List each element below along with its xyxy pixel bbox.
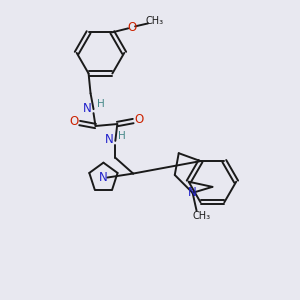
Text: N: N <box>105 134 114 146</box>
Text: O: O <box>128 21 137 34</box>
Text: CH₃: CH₃ <box>146 16 164 26</box>
Text: CH₃: CH₃ <box>193 211 211 220</box>
Text: H: H <box>118 131 126 141</box>
Text: N: N <box>99 171 108 184</box>
Text: N: N <box>83 102 92 115</box>
Text: O: O <box>134 112 144 126</box>
Text: O: O <box>69 115 78 128</box>
Text: H: H <box>97 99 104 109</box>
Text: N: N <box>188 186 197 199</box>
